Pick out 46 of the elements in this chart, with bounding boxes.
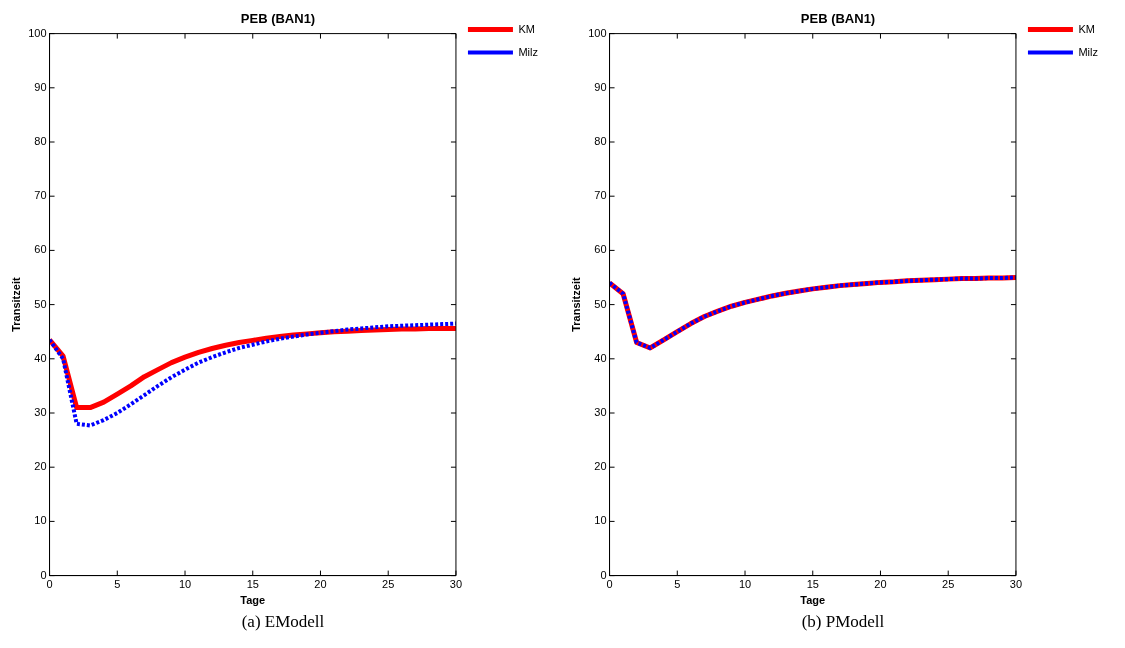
- y-tick-label: 70: [594, 189, 607, 202]
- legend-label: Milz: [1078, 45, 1099, 58]
- y-tick-label: 80: [594, 135, 607, 148]
- x-axis-title: Tage: [800, 594, 826, 607]
- y-tick-label: 30: [594, 406, 607, 419]
- y-tick-label: 10: [594, 514, 607, 527]
- y-tick-label: 20: [594, 460, 607, 473]
- x-tick-label: 30: [1009, 578, 1023, 591]
- legend-label: KM: [518, 22, 535, 35]
- x-tick-label: 25: [942, 578, 955, 591]
- y-tick-label: 20: [34, 460, 47, 473]
- legend-label: KM: [1078, 22, 1095, 35]
- x-tick-label: 30: [449, 578, 463, 591]
- x-tick-label: 10: [738, 578, 752, 591]
- x-tick-label: 15: [806, 578, 819, 591]
- x-tick-label: 10: [178, 578, 192, 591]
- y-tick-label: 90: [594, 80, 607, 93]
- y-tick-label: 0: [600, 568, 607, 581]
- y-tick-label: 80: [34, 135, 47, 148]
- x-tick-label: 5: [674, 578, 681, 591]
- chart-title: PEB (BAN1): [800, 11, 876, 27]
- y-tick-label: 60: [34, 243, 47, 256]
- y-tick-label: 30: [34, 406, 47, 419]
- y-tick-label: 10: [34, 514, 47, 527]
- y-tick-label: 40: [594, 351, 607, 364]
- y-tick-label: 70: [34, 189, 47, 202]
- text: (b) PModell: [801, 612, 885, 632]
- x-tick-label: 25: [382, 578, 395, 591]
- x-tick-label: 20: [874, 578, 887, 591]
- chart-title: PEB (BAN1): [240, 11, 316, 27]
- x-tick-label: 15: [246, 578, 259, 591]
- y-tick-label: 90: [34, 80, 47, 93]
- y-tick-label: 50: [594, 297, 607, 310]
- text: (a) EModell: [241, 612, 325, 632]
- y-tick-label: 40: [34, 351, 47, 364]
- y-axis-title: Transitzeit: [569, 277, 582, 332]
- x-tick-label: 20: [314, 578, 327, 591]
- y-tick-label: 100: [28, 26, 47, 39]
- x-axis-title: Tage: [240, 594, 266, 607]
- x-tick-label: 5: [114, 578, 121, 591]
- legend-label: Milz: [518, 45, 539, 58]
- y-tick-label: 100: [588, 26, 607, 39]
- y-axis-title: Transitzeit: [9, 277, 22, 332]
- y-tick-label: 0: [40, 568, 47, 581]
- y-tick-label: 50: [34, 297, 47, 310]
- y-tick-label: 60: [594, 243, 607, 256]
